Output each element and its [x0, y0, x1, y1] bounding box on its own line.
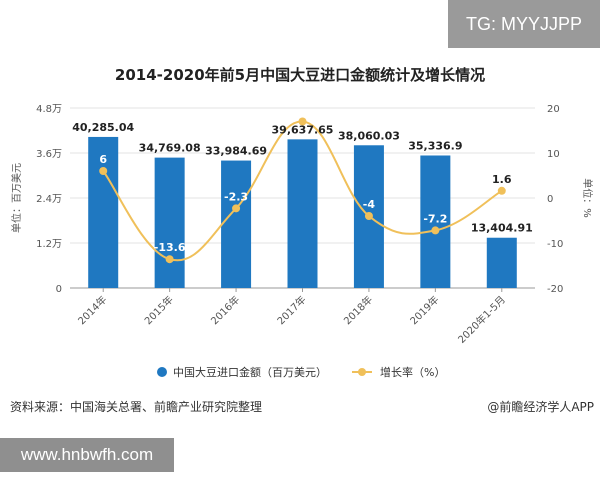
y-right-tick-label: -10 [547, 239, 563, 250]
chart-title: 2014-2020年前5月中国大豆进口金额统计及增长情况 [114, 66, 486, 84]
source-note: 资料来源：中国海关总署、前瞻产业研究院整理 [10, 400, 263, 414]
x-tick-label: 2016年 [208, 293, 242, 327]
y-left-tick-label: 2.4万 [36, 194, 62, 205]
bar [287, 139, 318, 288]
growth-rate-point [99, 167, 108, 175]
bar-value-label: 33,984.69 [205, 145, 267, 158]
growth-rate-label: -2.3 [224, 190, 248, 203]
growth-rate-point [165, 255, 174, 264]
line-series [99, 117, 506, 264]
y-right-tick-label: -20 [547, 284, 563, 295]
growth-rate-point [364, 212, 373, 220]
bar [420, 155, 451, 288]
x-tick-label: 2014年 [75, 293, 109, 327]
bar-value-label: 34,769.08 [139, 142, 201, 155]
bar-value-label: 39,637.65 [272, 123, 334, 136]
bar-value-label: 35,336.9 [408, 139, 462, 152]
growth-rate-point [497, 186, 506, 195]
y-right-tick-label: 10 [547, 149, 560, 160]
growth-rate-point [232, 204, 241, 213]
bar [88, 136, 119, 288]
brand-note: @前瞻经济学人APP [487, 400, 594, 414]
chart-svg: 0 1.2万 2.4万 3.6万 4.8万 -20 -10 0 10 20 单位：百万美元 单位：% 2… [10, 104, 594, 379]
y-right-tick-label: 20 [547, 104, 560, 115]
y-left-tick-label: 1.2万 [36, 239, 62, 250]
growth-rate-label: -7.2 [423, 212, 447, 225]
legend-bar-marker [157, 367, 167, 377]
growth-rate-label: 1.6 [492, 173, 512, 186]
growth-rate-point [431, 226, 440, 235]
bar [154, 157, 185, 288]
watermark-tag: TG: MYYJJPP [448, 0, 600, 48]
bar [486, 237, 517, 288]
y-left-axis-title: 单位：百万美元 [10, 163, 23, 233]
growth-rate-label: -13.6 [154, 241, 186, 254]
y-left-tick-label: 4.8万 [36, 104, 62, 115]
bar-series [88, 136, 517, 288]
bar [221, 160, 252, 288]
y-right-axis-title: 单位：% [581, 178, 594, 218]
y-right-tick-label: 0 [547, 194, 553, 205]
x-tick-label: 2019年 [407, 293, 441, 327]
legend-bar-label: 中国大豆进口金额（百万美元） [173, 365, 327, 379]
bar-value-label: 38,060.03 [338, 129, 400, 142]
x-tick-label: 2020年1-5月 [455, 293, 508, 346]
y-left-tick-label: 0 [56, 284, 62, 295]
bar-value-label: 40,285.04 [72, 121, 134, 134]
legend-line-label: 增长率（%） [380, 365, 445, 379]
x-tick-label: 2015年 [142, 293, 176, 327]
growth-rate-label: -4 [363, 198, 376, 211]
website-banner: www.hnbwfh.com [0, 438, 174, 472]
growth-rate-point [298, 117, 307, 126]
legend: 中国大豆进口金额（百万美元） 增长率（%） [157, 365, 445, 379]
legend-line-marker [358, 368, 366, 376]
growth-rate-label: 6 [99, 153, 107, 166]
x-tick-label: 2018年 [341, 293, 375, 327]
x-tick-label: 2017年 [274, 293, 308, 327]
y-left-tick-label: 3.6万 [36, 149, 62, 160]
data-labels: 40,285.04 34,769.08 33,984.69 39,637.65 38,0… [72, 121, 533, 254]
bar-value-label: 13,404.91 [471, 222, 533, 235]
